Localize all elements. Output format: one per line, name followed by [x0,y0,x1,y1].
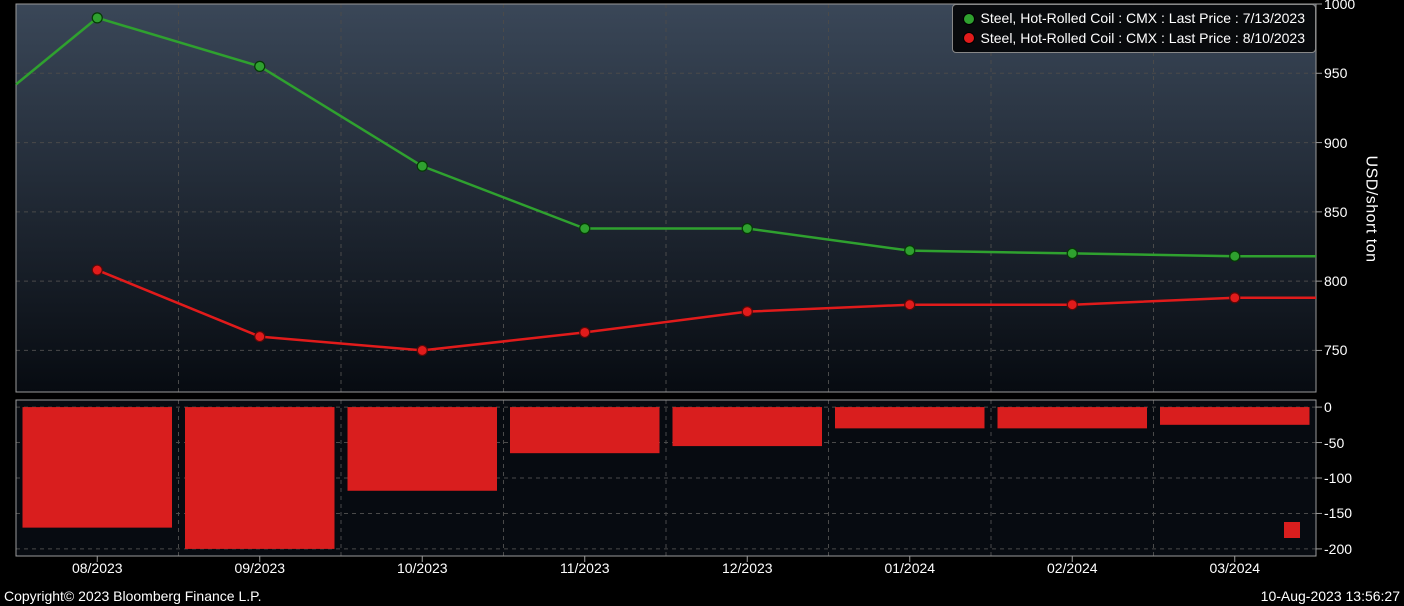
series-marker [1067,300,1077,310]
diff-bar [998,407,1148,428]
chart-svg [0,0,1404,606]
legend-label-1: Steel, Hot-Rolled Coil : CMX : Last Pric… [981,29,1305,49]
series-marker [905,300,915,310]
x-tick-label: 08/2023 [72,560,123,576]
y-tick-label: 950 [1324,65,1347,81]
series-marker [417,345,427,355]
chart-container: Steel, Hot-Rolled Coil : CMX : Last Pric… [0,0,1404,606]
diff-bar [348,407,498,491]
legend-label-0: Steel, Hot-Rolled Coil : CMX : Last Pric… [981,9,1305,29]
diff-bar [185,407,335,549]
y-axis-title: USD/short ton [1362,156,1380,263]
timestamp-text: 10-Aug-2023 13:56:27 [1261,588,1400,604]
y2-tick-label: -50 [1324,435,1344,451]
series-marker [580,327,590,337]
copyright-text: Copyright© 2023 Bloomberg Finance L.P. [4,588,262,604]
y-tick-label: 750 [1324,342,1347,358]
series-marker [92,265,102,275]
series-marker [255,61,265,71]
series-marker [742,223,752,233]
legend-item-0: Steel, Hot-Rolled Coil : CMX : Last Pric… [963,9,1305,29]
y-tick-label: 800 [1324,273,1347,289]
series-marker [580,223,590,233]
diff-bar [1160,407,1310,425]
series-marker [905,246,915,256]
x-tick-label: 09/2023 [234,560,285,576]
y2-tick-label: -100 [1324,470,1352,486]
y-tick-label: 1000 [1324,0,1355,12]
x-tick-label: 10/2023 [397,560,448,576]
y2-tick-label: -150 [1324,505,1352,521]
bar-legend-square [1284,522,1300,538]
series-marker [1230,251,1240,261]
x-tick-label: 01/2024 [884,560,935,576]
legend-item-1: Steel, Hot-Rolled Coil : CMX : Last Pric… [963,29,1305,49]
x-tick-label: 12/2023 [722,560,773,576]
legend-marker-1 [963,32,975,44]
diff-bar [23,407,173,528]
series-marker [255,332,265,342]
y-tick-label: 850 [1324,204,1347,220]
series-marker [1230,293,1240,303]
y2-tick-label: 0 [1324,399,1332,415]
diff-bar [673,407,823,446]
x-tick-label: 03/2024 [1209,560,1260,576]
series-marker [417,161,427,171]
series-marker [742,307,752,317]
series-marker [1067,248,1077,258]
diff-bar [835,407,985,428]
diff-bar [510,407,660,453]
legend-box: Steel, Hot-Rolled Coil : CMX : Last Pric… [952,4,1316,53]
y2-tick-label: -200 [1324,541,1352,557]
legend-marker-0 [963,13,975,25]
x-tick-label: 11/2023 [560,560,610,576]
y-tick-label: 900 [1324,135,1347,151]
x-tick-label: 02/2024 [1047,560,1098,576]
series-marker [92,13,102,23]
